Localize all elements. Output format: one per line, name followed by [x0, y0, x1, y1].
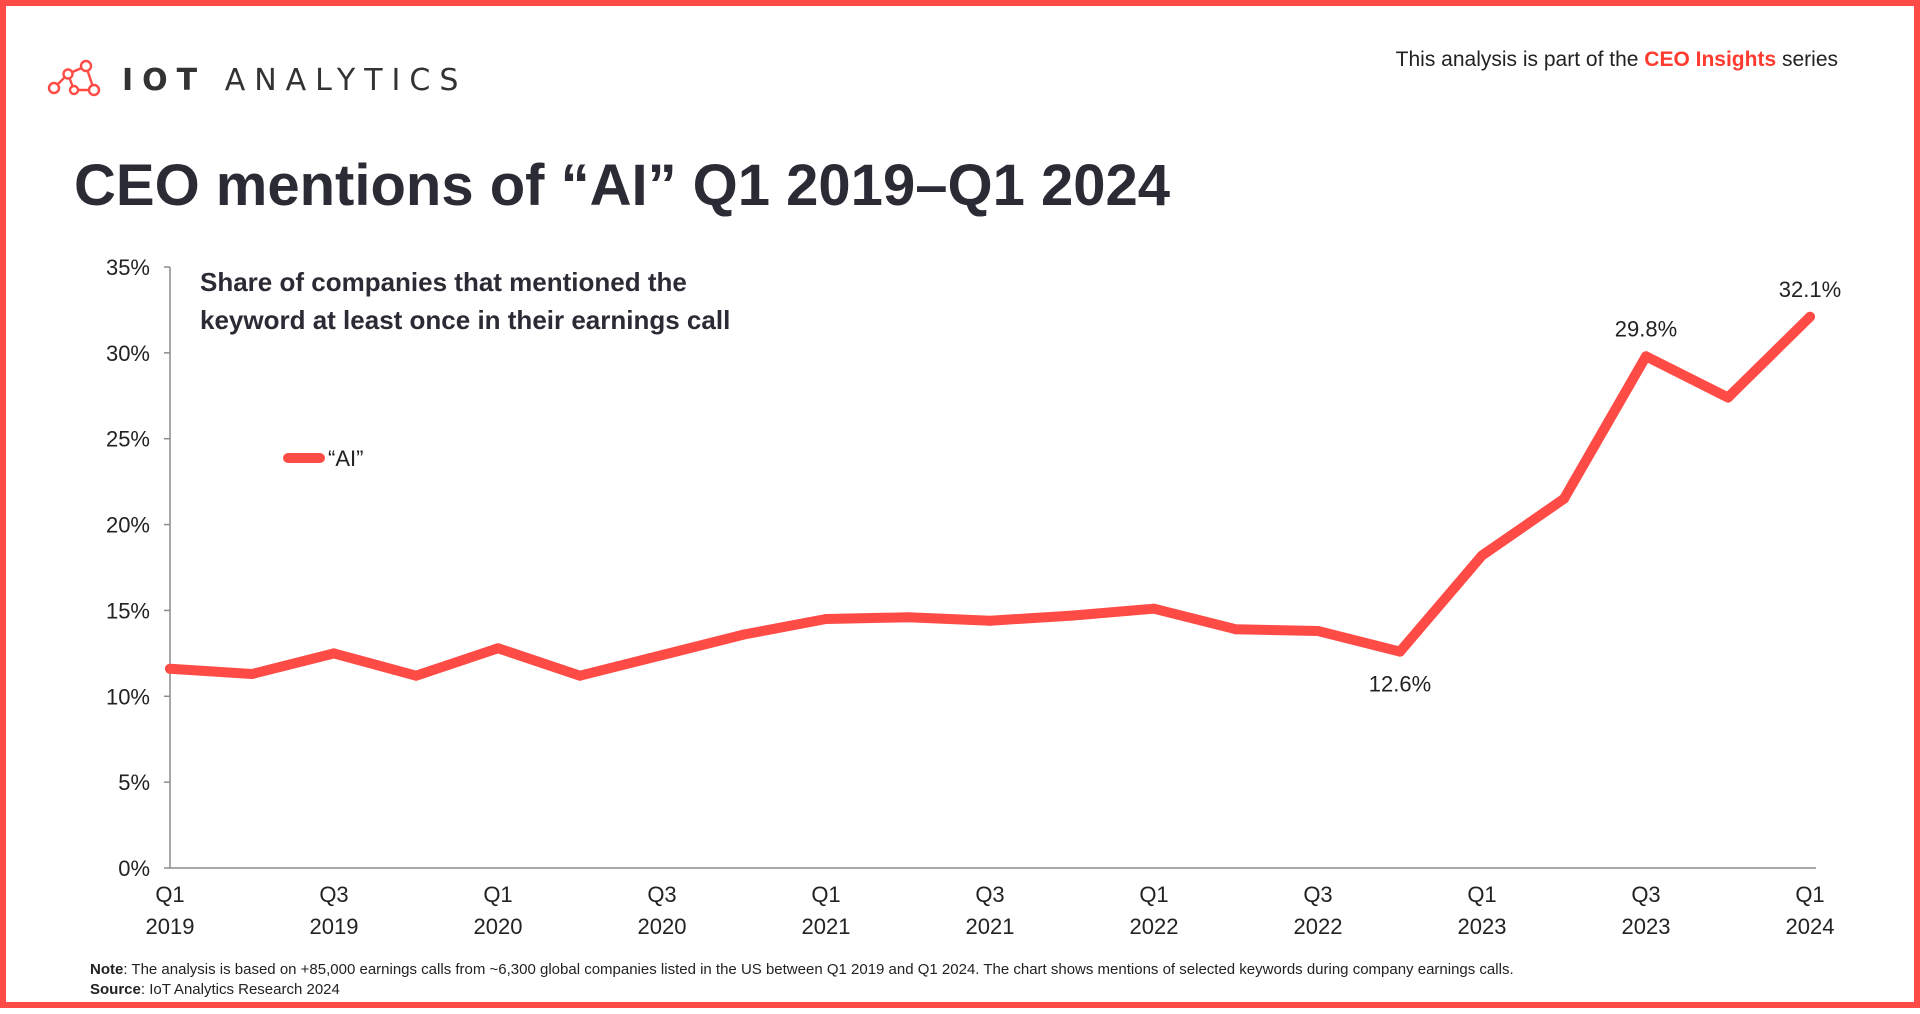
- x-tick-label-quarter: Q1: [811, 882, 840, 907]
- data-point: [411, 670, 421, 681]
- data-label: 29.8%: [1615, 316, 1677, 341]
- data-point: [575, 670, 585, 681]
- x-tick-label-year: 2021: [802, 914, 851, 939]
- x-tick-label-quarter: Q3: [1303, 882, 1332, 907]
- footnote: Note: The analysis is based on +85,000 e…: [90, 960, 1514, 1000]
- data-point: [657, 650, 667, 661]
- y-tick-label: 10%: [106, 684, 150, 709]
- data-point: [1723, 392, 1733, 403]
- data-point: [247, 668, 257, 679]
- network-nodes-icon: [46, 58, 108, 103]
- x-tick-label-year: 2023: [1458, 914, 1507, 939]
- data-point: [165, 663, 175, 674]
- x-tick-label-quarter: Q1: [1139, 882, 1168, 907]
- y-tick-label: 15%: [106, 598, 150, 623]
- x-tick-label-year: 2023: [1622, 914, 1671, 939]
- x-tick-label-quarter: Q1: [1795, 882, 1824, 907]
- series-layer: [165, 311, 1815, 681]
- chart-subtitle-line-1: Share of companies that mentioned the: [200, 267, 687, 297]
- data-point: [739, 629, 749, 640]
- data-point: [1477, 550, 1487, 561]
- data-point: [1067, 610, 1077, 621]
- x-tick-label-quarter: Q1: [483, 882, 512, 907]
- y-tick-label: 20%: [106, 513, 150, 538]
- x-tick-label-year: 2020: [474, 914, 523, 939]
- chart-subtitle-line-2: keyword at least once in their earnings …: [200, 305, 730, 335]
- source-line: Source: IoT Analytics Research 2024: [90, 981, 340, 998]
- x-tick-label-year: 2021: [966, 914, 1015, 939]
- page-title: CEO mentions of “AI” Q1 2019–Q1 2024: [74, 153, 1170, 218]
- x-tick-labels: Q1 2019 Q3 2019 Q1 2020 Q3 2020 Q1 2021 Q3 2021 Q1 20…: [146, 882, 1835, 939]
- data-label: 32.1%: [1779, 277, 1841, 302]
- x-tick-label-year: 2020: [638, 914, 687, 939]
- y-tick-label: 5%: [118, 770, 150, 795]
- x-tick-label-quarter: Q3: [975, 882, 1004, 907]
- y-tick-label: 25%: [106, 427, 150, 452]
- x-tick-label-year: 2024: [1786, 914, 1835, 939]
- legend-label: “AI”: [328, 446, 363, 471]
- line-chart: Share of companies that mentioned the ke…: [106, 255, 1841, 939]
- chart-axes: 0% 5% 10% 15% 20% 25% 30% 35%: [106, 255, 1816, 881]
- data-point: [1313, 626, 1323, 637]
- x-tick-label-quarter: Q3: [647, 882, 676, 907]
- x-tick-label-quarter: Q3: [1631, 882, 1660, 907]
- data-point: [1559, 493, 1569, 504]
- data-point: [821, 614, 831, 625]
- data-point: [1395, 646, 1405, 657]
- data-point: [1641, 351, 1651, 362]
- x-tick-label-year: 2022: [1294, 914, 1343, 939]
- x-tick-label-year: 2019: [146, 914, 195, 939]
- y-tick-label: 35%: [106, 255, 150, 280]
- y-tick-label: 30%: [106, 341, 150, 366]
- data-point: [1149, 603, 1159, 614]
- logo-text: IOT ANALYTICS: [122, 63, 468, 98]
- x-tick-label-year: 2022: [1130, 914, 1179, 939]
- data-labels: 12.6% 29.8% 32.1%: [1369, 277, 1841, 697]
- data-point: [1231, 624, 1241, 635]
- data-label: 12.6%: [1369, 672, 1431, 697]
- data-point: [329, 648, 339, 659]
- series-note: This analysis is part of the CEO Insight…: [1395, 48, 1838, 71]
- data-point: [493, 643, 503, 654]
- x-tick-label-year: 2019: [310, 914, 359, 939]
- series-highlight: CEO Insights: [1644, 48, 1777, 71]
- x-tick-label-quarter: Q1: [1467, 882, 1496, 907]
- note-line: Note: The analysis is based on +85,000 e…: [90, 961, 1514, 978]
- data-point: [985, 615, 995, 626]
- x-tick-label-quarter: Q1: [155, 882, 184, 907]
- logo: IOT ANALYTICS: [46, 58, 467, 103]
- data-point: [1805, 311, 1815, 322]
- data-point: [903, 612, 913, 623]
- x-tick-label-quarter: Q3: [319, 882, 348, 907]
- y-tick-label: 0%: [118, 856, 150, 881]
